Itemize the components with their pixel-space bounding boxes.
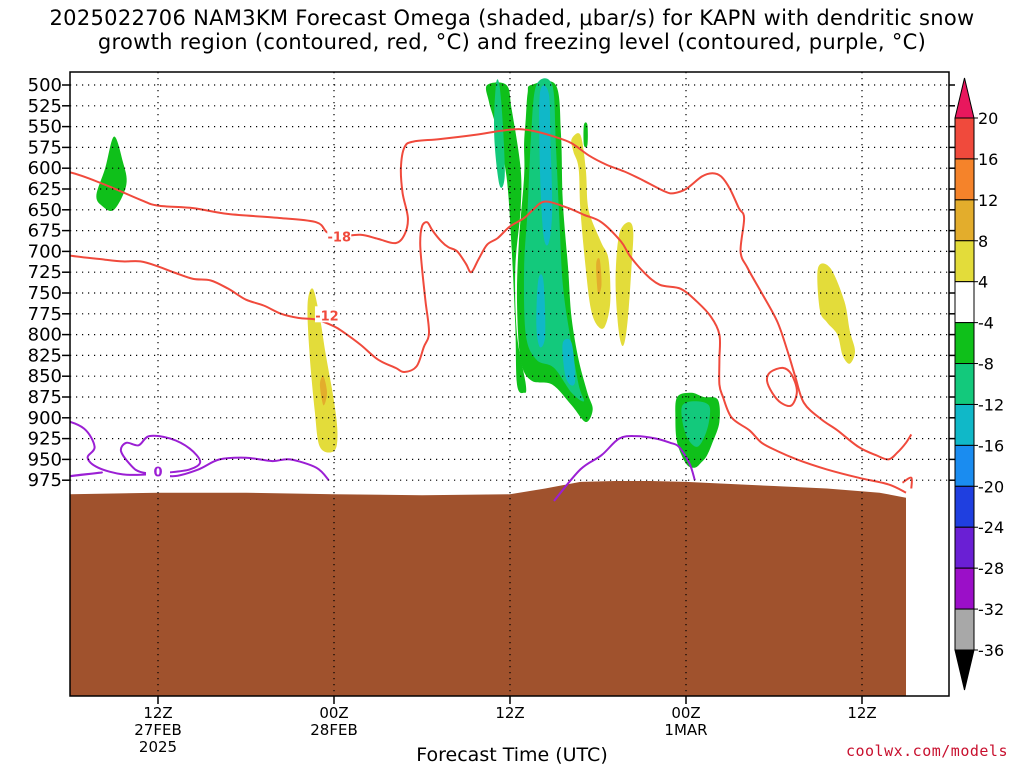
colorbar-top-arrow [954,77,975,119]
omega-shade-region [319,375,327,406]
terrain-layer [70,481,906,696]
y-tick-label: 850 [28,366,62,387]
site-credit: coolwx.com/models [845,742,1008,760]
colorbar-swatch [954,526,975,569]
colorbar-label: 12 [978,191,998,210]
y-tick-label: 550 [28,117,62,138]
colorbar-label: -32 [978,600,1004,619]
y-tick-label: 950 [28,449,62,470]
omega-shade-region [583,122,588,148]
y-tick-label: 750 [28,283,62,304]
omega-shade-region [596,258,602,295]
colorbar-label: -4 [978,314,994,333]
y-tick-label: 825 [28,345,62,366]
colorbar-label: 8 [978,232,988,251]
y-tick-label: 725 [28,262,62,283]
x-tick-label: 12Z [847,704,876,722]
colorbar-label: -16 [978,436,1004,455]
colorbar-label: -12 [978,395,1004,414]
freezing-level-contour [70,471,103,478]
plot-grid [62,72,955,704]
chart-title-line2: growth region (contoured, red, °C) and f… [97,30,927,54]
colorbar-swatch [954,322,975,365]
omega-shade-region [494,79,505,188]
omega-shade-region [681,401,711,447]
x-tick-label: 28FEB [310,721,357,739]
y-axis-labels: 5005255505756006256506757007257507758008… [28,75,62,491]
dendritic-growth-contour [901,476,913,489]
contour-labels: -18 -12 0 [146,227,352,481]
contour-label-bg [146,462,170,479]
x-tick-label: 2025 [139,738,177,756]
colorbar-label: -24 [978,518,1004,537]
dendritic-growth-contour [70,128,913,461]
y-tick-label: 600 [28,158,62,179]
contour-label-bg [327,227,352,244]
y-tick-label: 975 [28,470,62,491]
y-tick-label: 875 [28,387,62,408]
y-tick-label: 650 [28,200,62,221]
colorbar-swatch [954,281,975,324]
contour-label: -12 [315,309,339,324]
chart-title-line1: 2025022706 NAM3KM Forecast Omega (shaded… [49,6,975,30]
y-tick-label: 525 [28,96,62,117]
colorbar-label: 4 [978,273,988,292]
chart-title: 2025022706 NAM3KM Forecast Omega (shaded… [0,6,1024,54]
temperature-contours [70,128,913,502]
x-tick-label: 00Z [671,704,700,722]
freezing-level-contour [553,435,696,502]
omega-shade-region [96,136,127,211]
contour-label-bg [314,306,339,323]
colorbar-label: -20 [978,477,1004,496]
dendritic-growth-contour [70,200,907,494]
colorbar-swatch [954,363,975,405]
y-tick-label: 800 [28,325,62,346]
colorbar-label: -36 [978,641,1004,660]
x-tick-label: 12Z [495,704,524,722]
colorbar-swatch [954,240,975,283]
colorbar-swatch [954,117,975,160]
colorbar-bottom-arrow [954,649,975,691]
y-tick-label: 775 [28,304,62,325]
y-tick-label: 925 [28,429,62,450]
y-tick-label: 575 [28,137,62,158]
colorbar-swatch [954,608,975,651]
omega-shading [96,78,855,468]
y-tick-label: 900 [28,408,62,429]
colorbar-label: 16 [978,150,998,169]
contour-label: 0 [153,466,162,481]
x-tick-label: 00Z [319,704,348,722]
freezing-level-contour [70,420,330,481]
omega-shade-region [539,85,553,246]
terrain-fill [70,481,906,696]
colorbar-swatch [954,158,975,201]
omega-shade-region [485,82,527,394]
x-axis-title: Forecast Time (UTC) [416,744,608,766]
colorbar-swatch [954,485,975,528]
omega-shade-region [562,338,576,386]
x-tick-label: 1MAR [664,721,707,739]
y-tick-label: 625 [28,179,62,200]
plot-frame [69,71,950,697]
colorbar-swatch [954,567,975,610]
contour-label: -18 [328,230,352,245]
omega-shade-region [615,222,634,347]
omega-shade-region [307,288,338,453]
omega-shade-region [817,263,855,364]
y-tick-label: 675 [28,221,62,242]
colorbar-label: 20 [978,109,998,128]
colorbar-label: -8 [978,355,994,374]
colorbar-swatch [954,199,975,242]
colorbar-label: -28 [978,559,1004,578]
colorbar-swatch [954,403,975,446]
y-tick-label: 700 [28,241,62,262]
dendritic-growth-contour [765,366,798,408]
x-tick-label: 27FEB [134,721,181,739]
colorbar: 20 16 12 8 4 -4 -8 -12 -16 -20 -24 -28 -32 -36 [954,77,1004,691]
y-tick-label: 500 [28,75,62,96]
colorbar-swatch [954,444,975,487]
x-tick-label: 12Z [143,704,172,722]
